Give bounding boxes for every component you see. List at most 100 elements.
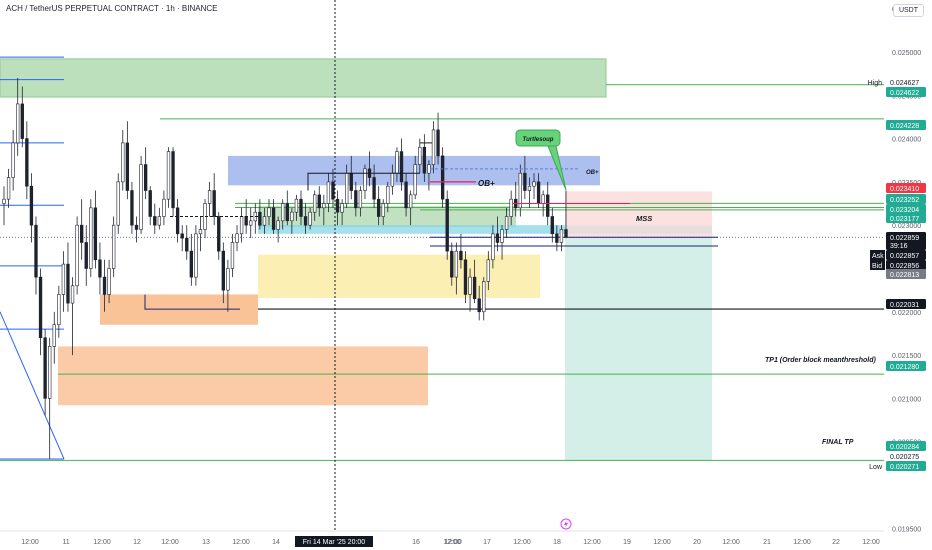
premium-zone — [0, 58, 607, 98]
candle — [445, 190, 449, 260]
candle — [258, 199, 262, 230]
price-label-name: High — [868, 80, 883, 87]
candle-body — [349, 172, 353, 191]
price-tick-label: 0.023000 — [892, 223, 921, 230]
candle-body — [2, 198, 6, 204]
candle — [404, 173, 408, 217]
candle-body — [445, 198, 449, 252]
candle-body — [358, 190, 363, 209]
callout-pointer — [547, 145, 567, 191]
candle — [38, 268, 43, 356]
candle — [16, 77, 20, 156]
price-label-value: 0.020284 — [890, 444, 919, 451]
price-tick-label: 0.025000 — [892, 50, 921, 57]
candle — [171, 147, 175, 217]
candle — [253, 203, 257, 234]
candle — [180, 225, 184, 252]
candle — [436, 112, 440, 165]
candle-body — [418, 146, 422, 165]
candle-body — [527, 185, 532, 191]
candle — [335, 190, 340, 226]
candle-body — [431, 129, 436, 165]
candle-body — [98, 259, 102, 278]
candle-body — [25, 138, 29, 187]
candle — [189, 233, 194, 286]
candle — [509, 190, 513, 226]
candle — [107, 259, 111, 304]
candle-body — [504, 216, 509, 230]
candle — [413, 155, 417, 200]
candle — [281, 199, 285, 230]
candle-body — [217, 216, 221, 252]
price-label-box — [886, 260, 926, 270]
candle-body — [171, 151, 175, 209]
candle-body — [285, 203, 289, 222]
price-label-box — [886, 361, 926, 371]
candle-body — [335, 198, 340, 213]
time-tick-label: 12:00 — [583, 539, 601, 546]
price-axis[interactable]: 0.0255000.0250000.0245000.0240000.023500… — [868, 7, 926, 534]
price-label-value: 0.023204 — [890, 207, 919, 214]
candle — [372, 164, 376, 208]
candle — [262, 207, 267, 234]
candle — [518, 164, 522, 217]
time-tick-label: 19 — [623, 539, 631, 546]
candle — [217, 212, 221, 260]
candle-body — [532, 181, 536, 187]
candle-body — [317, 194, 321, 209]
candle-body — [381, 203, 385, 217]
annotation-label: FINAL TP — [822, 439, 854, 446]
candle-body — [390, 172, 395, 187]
annotation-label: MSS — [636, 214, 652, 223]
candle-body — [130, 190, 134, 226]
price-label-value: 0.024622 — [890, 90, 919, 97]
candle-body — [43, 337, 47, 399]
time-tick-label: 13 — [202, 539, 210, 546]
price-label-value: 0.022859 — [890, 235, 919, 242]
candle — [381, 199, 385, 226]
candle-body — [139, 164, 143, 230]
time-axis[interactable]: 12:00 11 12:00 12 12:00 13 12:00 14 12:00 16 12:00… — [0, 518, 884, 547]
candle-body — [194, 233, 198, 278]
price-label-value: 0.022856 — [890, 263, 919, 270]
candle — [235, 225, 239, 252]
candle — [130, 181, 134, 234]
candle-body — [70, 285, 75, 304]
candle — [550, 207, 554, 243]
price-label-box — [886, 194, 926, 204]
time-tick-label: 20 — [693, 539, 701, 546]
lightning-icon-ring — [560, 518, 572, 530]
currency-selector[interactable]: USDT — [892, 4, 924, 17]
price-label-value: 0.024228 — [890, 123, 919, 130]
candle-body — [107, 268, 111, 295]
candle — [276, 216, 280, 243]
candle — [20, 86, 24, 148]
candle-body — [157, 216, 162, 226]
price-label-box — [886, 240, 926, 250]
candle — [504, 207, 509, 239]
candle — [43, 329, 47, 416]
candle-body — [454, 250, 459, 278]
candle-body — [226, 268, 230, 291]
candle-body — [340, 203, 344, 213]
price-label-box — [886, 232, 926, 242]
candle-body — [189, 250, 194, 278]
candle-body — [93, 207, 98, 261]
candle — [153, 203, 157, 234]
candle — [121, 129, 125, 191]
imbalance-zone — [258, 254, 540, 298]
candle — [322, 194, 326, 226]
candle — [61, 251, 66, 312]
candle — [358, 186, 363, 217]
chart-title: ACH / TetherUS PERPETUAL CONTRACT · 1h ·… — [6, 4, 218, 13]
annotation-label: OB+ — [478, 179, 495, 188]
demand-zone-large — [58, 346, 428, 406]
candle — [139, 155, 143, 234]
ask-bid-box — [870, 250, 885, 260]
candle-body — [495, 233, 500, 243]
candle-body — [75, 224, 79, 287]
ask-bid-label: Bid — [872, 263, 882, 270]
ask-bid-box — [870, 260, 885, 270]
candle — [148, 186, 152, 226]
